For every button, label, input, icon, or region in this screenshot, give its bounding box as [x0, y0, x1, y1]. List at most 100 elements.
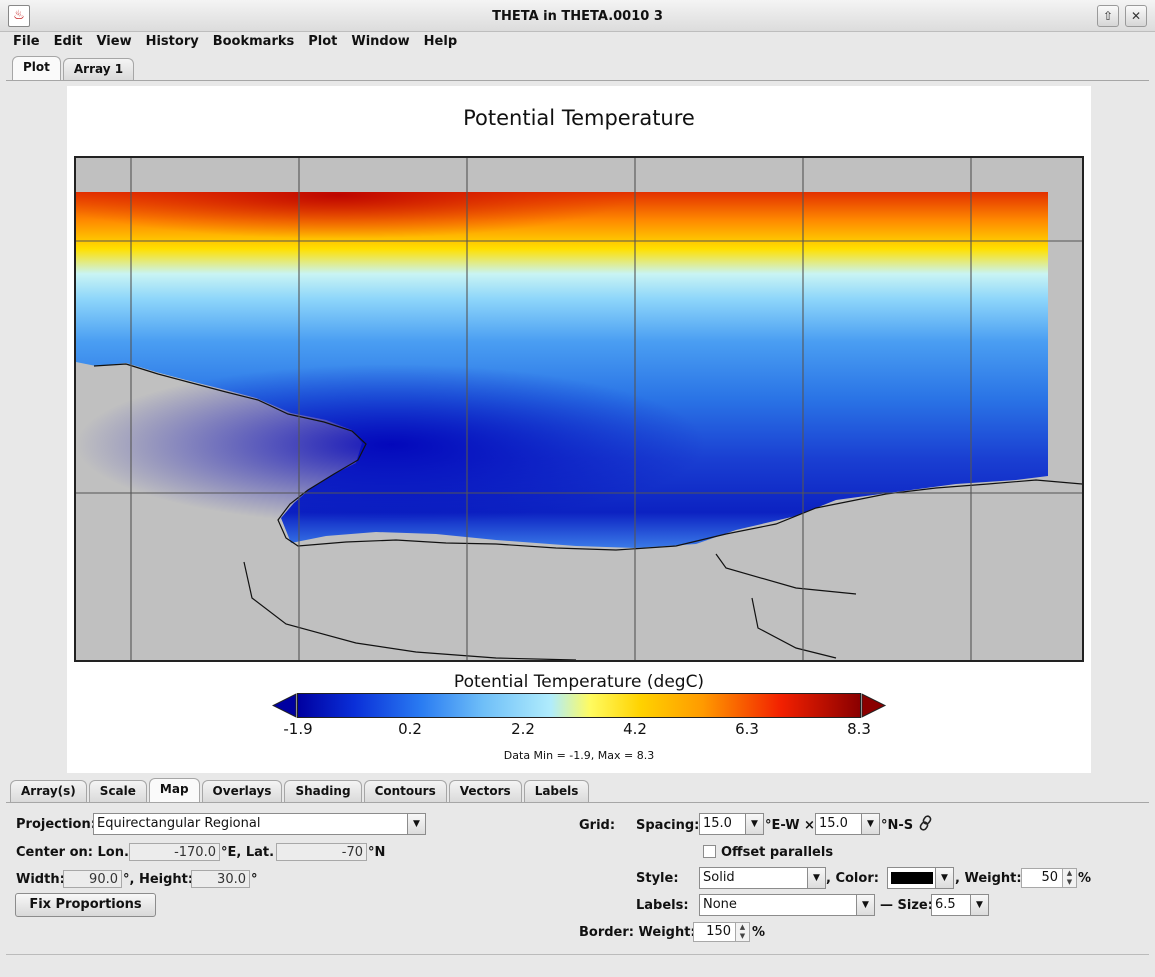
- center-lat-field[interactable]: -70: [276, 843, 367, 861]
- grid-weight-spinner[interactable]: 50 ▲ ▼: [1021, 868, 1077, 888]
- tab-labels[interactable]: Labels: [523, 780, 590, 802]
- colorbar-min-arrow: [272, 693, 297, 718]
- colorbar-tick: 4.2: [623, 720, 647, 738]
- border-weight-value: 150: [706, 924, 731, 939]
- chevron-down-icon[interactable]: ▼: [745, 814, 763, 834]
- colorbar-tick: 0.2: [398, 720, 422, 738]
- colorbar-tick: 2.2: [511, 720, 535, 738]
- chevron-down-icon[interactable]: ▼: [970, 895, 988, 915]
- menu-file[interactable]: File: [13, 34, 40, 49]
- link-icon[interactable]: [919, 815, 933, 831]
- plot-canvas[interactable]: Potential Temperature: [67, 86, 1091, 773]
- weight-unit-label: %: [1078, 871, 1092, 886]
- menu-bookmarks[interactable]: Bookmarks: [212, 34, 295, 49]
- border-weight-spinner[interactable]: 150 ▲ ▼: [693, 922, 750, 942]
- width-field[interactable]: 90.0: [63, 870, 122, 888]
- app-icon[interactable]: ♨: [8, 5, 30, 27]
- menu-help[interactable]: Help: [423, 34, 458, 49]
- tab-scale[interactable]: Scale: [88, 780, 147, 802]
- labels-label: Labels:: [636, 898, 689, 913]
- chevron-down-icon[interactable]: ▼: [861, 814, 879, 834]
- menu-view[interactable]: View: [96, 34, 132, 49]
- center-lon-field[interactable]: -170.0: [129, 843, 220, 861]
- colorbar-max-arrow: [861, 693, 887, 718]
- projection-value: Equirectangular Regional: [97, 816, 261, 831]
- height-label: °, Height:: [123, 872, 194, 887]
- colorbar: [272, 693, 887, 718]
- spacing-ew-select[interactable]: 15.0 ▼: [699, 813, 764, 835]
- offset-parallels-label: Offset parallels: [721, 845, 834, 860]
- bottom-tabs: Array(s) Scale Map Overlays Shading Cont…: [10, 778, 591, 802]
- menu-plot[interactable]: Plot: [308, 34, 338, 49]
- colorbar-tick: 8.3: [847, 720, 871, 738]
- tab-overlays[interactable]: Overlays: [201, 780, 283, 802]
- labels-select[interactable]: None ▼: [699, 894, 875, 916]
- size-label: — Size:: [880, 898, 933, 913]
- ew-unit-label: °E-W ×: [765, 818, 815, 833]
- map-svg: [76, 158, 1082, 660]
- color-label: , Color:: [826, 871, 879, 886]
- menu-edit[interactable]: Edit: [53, 34, 83, 49]
- style-value: Solid: [703, 870, 735, 885]
- projection-label: Projection:: [16, 817, 96, 832]
- size-select[interactable]: 6.5 ▼: [931, 894, 989, 916]
- labels-value: None: [703, 897, 737, 912]
- tab-map[interactable]: Map: [148, 778, 200, 802]
- height-field[interactable]: 30.0: [191, 870, 250, 888]
- map-grid: [76, 158, 1082, 660]
- colorbar-title: Potential Temperature (degC): [453, 672, 705, 692]
- style-label: Style:: [636, 871, 679, 886]
- chevron-down-icon[interactable]: ▼: [935, 868, 953, 888]
- ns-unit-label: °N-S: [881, 818, 914, 833]
- close-button[interactable]: ✕: [1125, 5, 1147, 27]
- window-titlebar: ♨ THETA in THETA.0010 3 ⇧ ✕: [0, 0, 1155, 32]
- fix-proportions-button[interactable]: Fix Proportions: [15, 893, 156, 917]
- menu-window[interactable]: Window: [351, 34, 410, 49]
- center-lon-label: Center on: Lon.: [16, 845, 129, 860]
- spinner-arrows-icon[interactable]: ▲ ▼: [735, 923, 749, 941]
- status-bar: [6, 954, 1149, 972]
- tab-shading[interactable]: Shading: [284, 780, 362, 802]
- top-tabs: Plot Array 1: [12, 56, 136, 80]
- plot-title: Potential Temperature: [463, 106, 695, 130]
- map-frame[interactable]: [74, 156, 1084, 662]
- weight-label: , Weight:: [955, 871, 1022, 886]
- maximize-button[interactable]: ⇧: [1097, 5, 1119, 27]
- grid-weight-value: 50: [1041, 870, 1058, 885]
- spacing-ns-value: 15.0: [819, 816, 848, 831]
- spinner-arrows-icon[interactable]: ▲ ▼: [1062, 869, 1076, 887]
- chevron-down-icon[interactable]: ▼: [856, 895, 874, 915]
- menu-history[interactable]: History: [145, 34, 199, 49]
- width-label: Width:: [16, 872, 65, 887]
- offset-parallels-checkbox[interactable]: [703, 845, 716, 858]
- style-select[interactable]: Solid ▼: [699, 867, 826, 889]
- tab-divider: [6, 80, 1149, 81]
- inland-coast: [243, 553, 857, 660]
- tab-array-1[interactable]: Array 1: [62, 58, 135, 80]
- bottom-tab-divider: [6, 802, 1149, 803]
- data-range-label: Data Min = -1.9, Max = 8.3: [503, 749, 655, 762]
- tab-plot[interactable]: Plot: [12, 56, 61, 80]
- tab-vectors[interactable]: Vectors: [448, 780, 522, 802]
- tab-arrays[interactable]: Array(s): [10, 780, 87, 802]
- center-lat-label: °E, Lat.: [221, 845, 275, 860]
- chevron-down-icon[interactable]: ▼: [407, 814, 425, 834]
- colorbar-tick: -1.9: [283, 720, 313, 738]
- projection-select[interactable]: Equirectangular Regional ▼: [93, 813, 426, 835]
- spacing-ew-value: 15.0: [703, 816, 732, 831]
- spacing-ns-select[interactable]: 15.0 ▼: [815, 813, 880, 835]
- tab-contours[interactable]: Contours: [363, 780, 447, 802]
- window-title: THETA in THETA.0010 3: [492, 9, 663, 24]
- colorbar-gradient: [297, 693, 861, 718]
- lat-unit-label: °N: [368, 845, 386, 860]
- border-weight-label: Border: Weight:: [579, 925, 696, 940]
- color-swatch: [891, 872, 933, 884]
- chevron-down-icon[interactable]: ▼: [807, 868, 825, 888]
- coastline: [93, 363, 1082, 551]
- border-unit-label: %: [752, 925, 766, 940]
- size-value: 6.5: [935, 897, 956, 912]
- color-select[interactable]: ▼: [887, 867, 954, 889]
- colorbar-tick: 6.3: [735, 720, 759, 738]
- height-unit-label: °: [251, 872, 258, 887]
- spacing-label: Spacing:: [636, 818, 700, 833]
